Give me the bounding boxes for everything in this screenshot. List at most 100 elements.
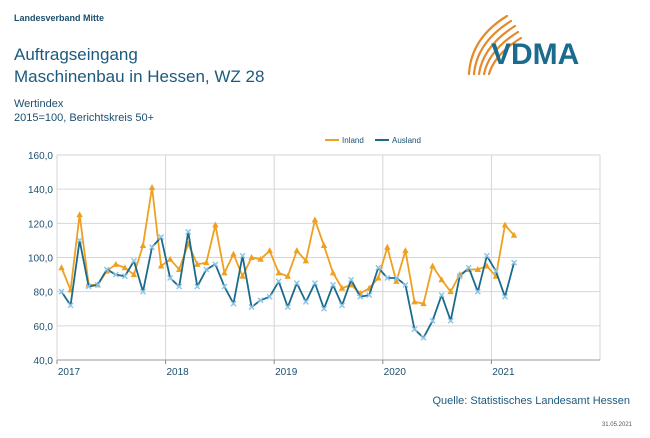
data-point-ausland — [203, 266, 210, 273]
data-point-inland — [501, 221, 509, 228]
data-point-inland — [130, 271, 138, 278]
data-point-ausland — [85, 283, 92, 290]
date-stamp: 31.05.2021 — [601, 422, 632, 428]
marker-stroke — [67, 302, 74, 309]
data-point-ausland — [284, 304, 291, 311]
data-point-ausland — [67, 302, 74, 309]
marker-stroke — [230, 300, 237, 307]
marker-stroke — [366, 292, 373, 299]
data-point-ausland — [167, 275, 174, 281]
legend-item-inland: Inland — [325, 136, 364, 145]
data-point-inland — [429, 262, 436, 269]
data-point-inland — [275, 269, 282, 276]
marker-stroke — [474, 288, 481, 295]
data-point-inland — [148, 183, 156, 190]
data-point-ausland — [266, 293, 273, 300]
y-tick-label: 160,0 — [28, 151, 53, 162]
marker-stroke — [420, 334, 427, 341]
data-point-ausland — [474, 288, 481, 295]
data-point-ausland — [348, 276, 355, 283]
data-point-inland — [420, 300, 427, 307]
chart-title: Auftragseingang Maschinenbau in Hessen, … — [14, 44, 264, 88]
data-point-ausland — [384, 275, 391, 281]
data-point-ausland — [275, 278, 282, 285]
marker-stroke — [293, 280, 300, 287]
series-group — [58, 183, 518, 341]
data-point-ausland — [357, 293, 364, 300]
data-point-ausland — [103, 266, 110, 273]
data-point-inland — [194, 260, 201, 267]
data-point-inland — [284, 272, 291, 279]
marker-stroke — [257, 297, 264, 304]
x-tick-label: 2019 — [275, 367, 298, 378]
marker-stroke — [492, 268, 499, 275]
source-note: Quelle: Statistisches Landesamt Hessen — [432, 395, 631, 407]
data-point-ausland — [194, 283, 201, 290]
marker-stroke — [302, 298, 309, 305]
data-point-ausland — [230, 300, 237, 307]
data-point-ausland — [366, 292, 373, 299]
marker-stroke — [456, 273, 463, 280]
data-point-ausland — [130, 257, 137, 264]
marker-stroke — [375, 264, 382, 271]
data-point-ausland — [176, 283, 183, 290]
data-point-inland — [239, 272, 246, 279]
data-point-ausland — [393, 275, 400, 281]
marker-stroke — [130, 257, 137, 264]
marker-stroke — [429, 317, 436, 324]
marker-stroke — [194, 283, 201, 290]
unit-label: Wertindex — [14, 98, 64, 110]
data-point-ausland — [438, 292, 445, 299]
marker-stroke — [320, 305, 327, 312]
data-point-ausland — [311, 280, 318, 287]
data-point-inland — [121, 264, 129, 271]
data-point-inland — [230, 250, 237, 257]
marker-stroke — [384, 275, 391, 281]
data-point-ausland — [339, 302, 346, 309]
base-label: 2015=100, Berichtskreis 50+ — [14, 112, 155, 124]
data-point-ausland — [257, 297, 264, 304]
data-point-ausland — [375, 264, 382, 271]
data-point-inland — [329, 269, 337, 276]
marker-stroke — [176, 283, 183, 290]
marker-stroke — [266, 293, 273, 300]
marker-stroke — [275, 278, 282, 285]
marker-stroke — [248, 304, 255, 311]
marker-stroke — [438, 292, 445, 299]
logo-text: VDMA — [491, 38, 579, 71]
data-point-inland — [139, 242, 147, 249]
y-tick-label: 40,0 — [34, 356, 54, 367]
data-point-inland — [338, 284, 346, 291]
data-point-ausland — [221, 283, 228, 290]
x-tick-label: 2020 — [384, 367, 407, 378]
legend-item-ausland: Ausland — [375, 136, 421, 145]
marker-stroke — [284, 304, 291, 311]
marker-stroke — [221, 283, 228, 290]
data-point-inland — [447, 288, 454, 295]
data-point-inland — [293, 247, 301, 254]
marker-stroke — [94, 281, 101, 288]
data-point-inland — [175, 265, 183, 272]
data-point-ausland — [483, 252, 490, 259]
data-point-ausland — [411, 326, 418, 333]
data-point-ausland — [149, 244, 156, 251]
marker-stroke — [103, 266, 110, 273]
grid-lines — [56, 154, 601, 361]
marker-stroke — [58, 288, 65, 295]
data-point-ausland — [121, 273, 128, 280]
data-point-inland — [375, 274, 382, 281]
marker-stroke — [185, 228, 192, 235]
data-point-inland — [76, 211, 83, 218]
marker-stroke — [112, 271, 119, 278]
marker-stroke — [167, 275, 174, 281]
data-point-ausland — [212, 261, 219, 268]
y-tick-label: 140,0 — [28, 185, 53, 196]
y-tick-label: 60,0 — [34, 322, 54, 333]
marker-stroke — [85, 283, 92, 290]
x-tick-label: 2018 — [166, 367, 189, 378]
data-point-ausland — [94, 281, 101, 288]
data-point-ausland — [248, 304, 255, 311]
data-point-ausland — [320, 305, 327, 312]
marker-stroke — [357, 293, 364, 300]
